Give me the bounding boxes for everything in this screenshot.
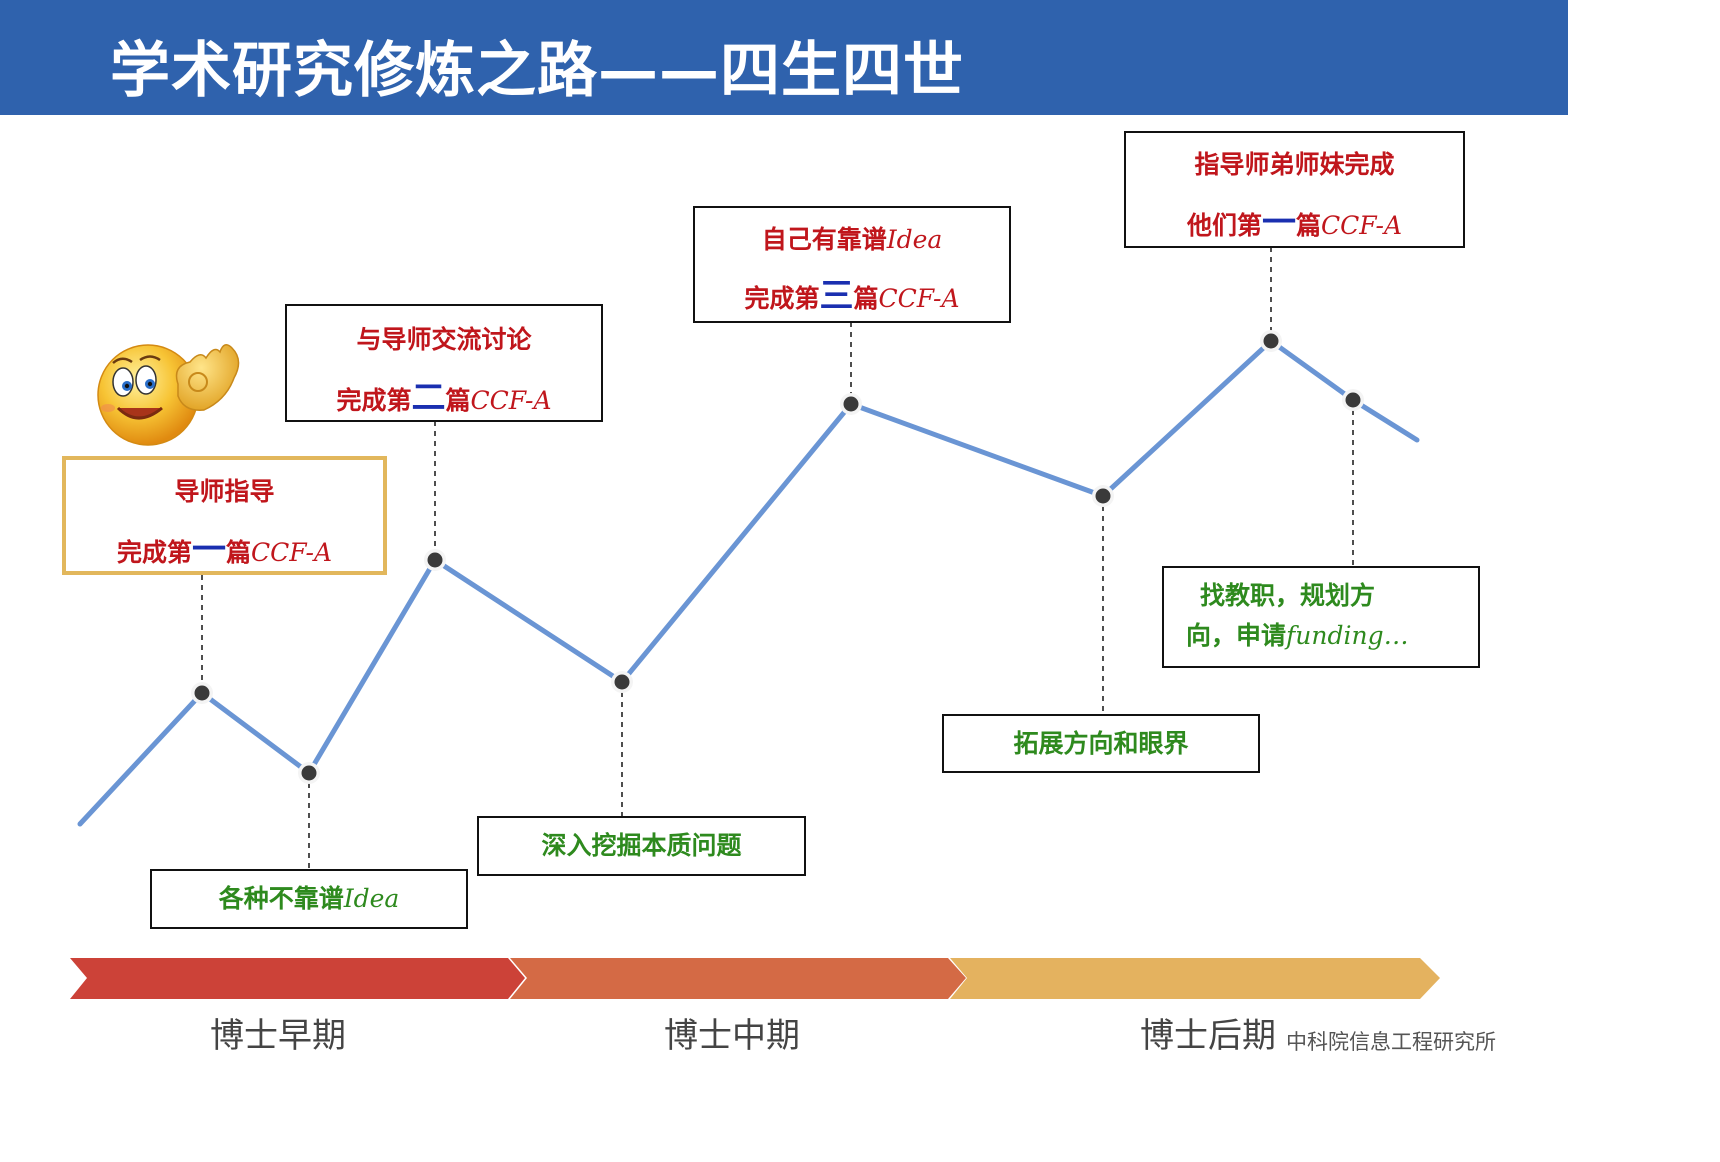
- dashed-connectors: [201, 247, 1354, 869]
- institution-name: 中科院信息工程研究所: [1286, 1030, 1496, 1054]
- waypoint-2: [298, 762, 320, 784]
- phase-timeline: [70, 958, 1440, 999]
- milestone-box-second-paper: 与导师交流讨论 完成第二篇CCF-A: [285, 304, 603, 422]
- phase-box-broaden-horizon: 拓展方向和眼界: [942, 714, 1260, 773]
- phase-label-middle: 博士中期: [664, 1016, 800, 1056]
- waypoint-4: [611, 671, 633, 693]
- milestone-line-1: 导师指导: [174, 477, 275, 506]
- waypoint-8: [1342, 389, 1364, 411]
- waypoint-3: [424, 549, 446, 571]
- phase-label-early: 博士早期: [210, 1016, 346, 1056]
- milestone-box-mentoring: 指导师弟师妹完成 他们第一篇CCF-A: [1124, 131, 1465, 248]
- phase-line-1: 找教职，规划方: [1200, 581, 1376, 610]
- phase-box-unreliable-ideas: 各种不靠谱Idea: [150, 869, 468, 929]
- waypoint-6: [1092, 485, 1114, 507]
- milestone-line-2: 完成第二篇CCF-A: [336, 378, 552, 418]
- phase-arrow-early: [70, 958, 525, 999]
- milestone-line-2: 他们第一篇CCF-A: [1186, 203, 1402, 243]
- milestone-line-2: 完成第一篇CCF-A: [116, 530, 332, 570]
- career-trend-line: [77, 338, 1420, 827]
- career-path-diagram: [70, 247, 1440, 999]
- phase-arrow-middle: [510, 958, 966, 999]
- milestone-line-1: 自己有靠谱Idea: [761, 225, 943, 254]
- title-banner: 学术研究修炼之路——四生四世: [0, 0, 1568, 115]
- milestone-line-1: 与导师交流讨论: [356, 325, 532, 354]
- milestone-line-1: 指导师弟师妹完成: [1194, 150, 1395, 179]
- waypoint-markers: [191, 330, 1364, 784]
- phase-box-deep-dig: 深入挖掘本质问题: [477, 816, 806, 876]
- ok-smiley-icon: [97, 344, 240, 446]
- waypoint-1: [191, 682, 213, 704]
- page-title: 学术研究修炼之路——四生四世: [110, 36, 964, 106]
- phase-line-2: 向，申请funding…: [1186, 621, 1409, 650]
- phase-box-faculty-job: 找教职，规划方 向，申请funding…: [1162, 566, 1480, 668]
- milestone-line-2: 完成第三篇CCF-A: [744, 276, 960, 316]
- phase-label-late: 博士后期: [1140, 1016, 1276, 1056]
- phase-arrow-late: [950, 958, 1440, 999]
- milestone-box-third-paper: 自己有靠谱Idea 完成第三篇CCF-A: [693, 206, 1011, 323]
- milestone-box-first-paper: 导师指导 完成第一篇CCF-A: [62, 456, 387, 575]
- waypoint-7: [1260, 330, 1282, 352]
- waypoint-5: [840, 393, 862, 415]
- institution-footer: 中科院信息工程研究所: [1240, 1026, 1496, 1056]
